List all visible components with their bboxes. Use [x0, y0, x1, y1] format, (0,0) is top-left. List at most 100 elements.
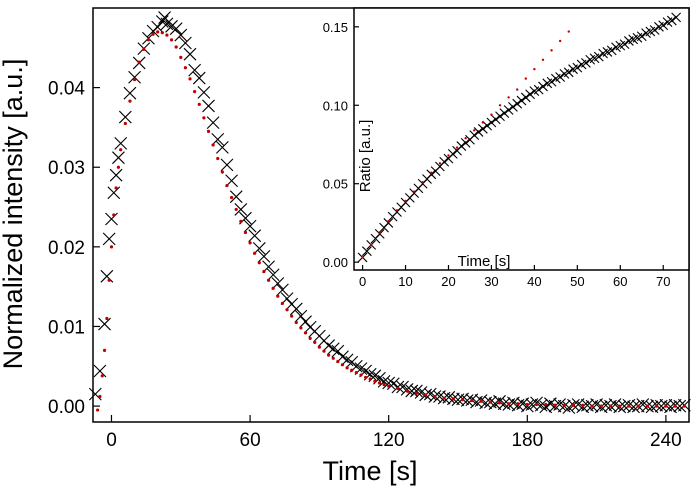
main-data-point	[243, 219, 257, 233]
main-fit-point	[132, 78, 137, 82]
main-fit-point	[230, 195, 234, 200]
main-data-point	[174, 28, 188, 42]
main-fit-point	[257, 261, 261, 265]
inset-x-ticks: 0 10 20 30 40 50 60 70	[359, 265, 670, 289]
main-fit-point	[396, 386, 400, 391]
inset-x-tick-label: 50	[570, 274, 584, 289]
main-data-point	[98, 317, 111, 331]
main-fit-point	[112, 213, 116, 217]
main-data-point	[183, 47, 197, 61]
main-fit-point	[105, 316, 109, 321]
main-data-point	[326, 342, 340, 356]
main-data-point	[627, 400, 640, 414]
main-data-point	[442, 390, 456, 404]
main-fit-point	[608, 404, 613, 408]
main-data-point	[155, 15, 169, 28]
main-fit-point	[350, 368, 354, 372]
main-fit-point	[188, 77, 192, 81]
inset-y-tick-label: 0.10	[323, 98, 348, 113]
main-fit-point	[216, 156, 220, 161]
main-fit-point	[102, 348, 107, 352]
main-fit-point	[387, 384, 391, 388]
inset-data-point	[516, 95, 527, 106]
main-x-axis-title: Time [s]	[322, 456, 417, 486]
inset-fit-point	[567, 30, 570, 33]
inset-data-point	[469, 130, 480, 140]
inset-x-tick-label: 70	[656, 274, 670, 289]
inset-data-point	[477, 123, 488, 134]
main-data-point	[215, 140, 229, 154]
main-fit-point	[479, 399, 483, 403]
inset-data-point	[581, 58, 591, 68]
main-fit-point	[169, 38, 174, 42]
main-data-point	[102, 232, 116, 246]
main-fit-point	[294, 320, 298, 325]
main-fit-point	[276, 294, 280, 298]
main-y-tick-label: 0.01	[48, 317, 85, 338]
main-fit-point	[317, 345, 321, 349]
inset-data-point	[499, 108, 510, 119]
main-data-point	[188, 63, 202, 77]
main-plot: 0 60 120 180 240 0.00 0.01 0.02 0.03 0.04 Time […	[0, 7, 691, 486]
inset-x-tick-label: 40	[527, 274, 541, 289]
inset-fit-point	[533, 67, 536, 71]
main-data-point	[100, 269, 114, 283]
inset-fit-point	[387, 220, 390, 223]
main-data-point	[553, 398, 567, 411]
inset-y-tick-label: 0.00	[323, 255, 348, 270]
inset-data-point	[374, 229, 385, 239]
inset-x-tick-label: 10	[398, 274, 412, 289]
main-fit-point	[137, 60, 141, 64]
main-fit-point	[220, 170, 224, 174]
main-fit-point	[114, 186, 118, 190]
main-fit-point	[116, 165, 121, 169]
inset-plot-background	[354, 8, 689, 270]
inset-fit-point	[404, 199, 407, 203]
main-fit-point	[682, 404, 686, 408]
main-data-point	[202, 99, 215, 113]
inset-plot-frame	[353, 7, 690, 271]
inset-fit-point	[524, 77, 527, 80]
inset-y-tick-label: 0.05	[323, 177, 348, 192]
main-fit-point	[174, 45, 178, 49]
main-fit-point	[142, 47, 146, 52]
main-fit-point	[507, 402, 511, 406]
inset-data-point	[636, 31, 647, 42]
main-data-point	[294, 309, 308, 323]
inset-data-point	[555, 72, 566, 82]
main-data-point	[206, 116, 220, 130]
main-fit-point	[636, 404, 640, 408]
main-data-point	[114, 136, 128, 150]
main-data-point	[160, 17, 174, 31]
inset-data-point	[649, 25, 660, 35]
main-fit-point	[345, 366, 349, 370]
inset-x-tick-label: 0	[359, 274, 366, 289]
inset-data-point	[490, 114, 501, 125]
inset-data-point	[520, 92, 531, 103]
main-fit-point	[290, 314, 294, 318]
inset-data-point	[482, 120, 493, 131]
main-fit-point	[322, 349, 326, 353]
main-fit-point	[165, 33, 169, 37]
inset-data-point	[533, 84, 544, 95]
main-data-point	[410, 384, 423, 398]
main-data-point	[112, 151, 125, 165]
main-data-point	[229, 190, 243, 204]
main-data-point	[382, 376, 396, 390]
main-fit-point	[433, 394, 437, 399]
inset-fit-point	[558, 39, 562, 43]
main-fit-point	[553, 403, 557, 407]
main-fit-point	[239, 219, 243, 223]
inset-data-point	[460, 138, 471, 148]
inset-data-point	[538, 81, 548, 92]
main-fit-point	[627, 404, 631, 408]
inset-fit-point	[412, 190, 416, 193]
main-fit-point	[206, 129, 211, 134]
inset-data-point	[383, 218, 394, 228]
main-data-point	[151, 20, 165, 34]
main-x-tick-label: 0	[106, 430, 117, 451]
main-x-tick-label: 180	[511, 430, 543, 451]
main-fit-point	[225, 183, 229, 188]
inset-y-ticks: 0.00 0.05 0.10 0.15	[323, 20, 359, 270]
main-fit-point	[571, 403, 576, 407]
